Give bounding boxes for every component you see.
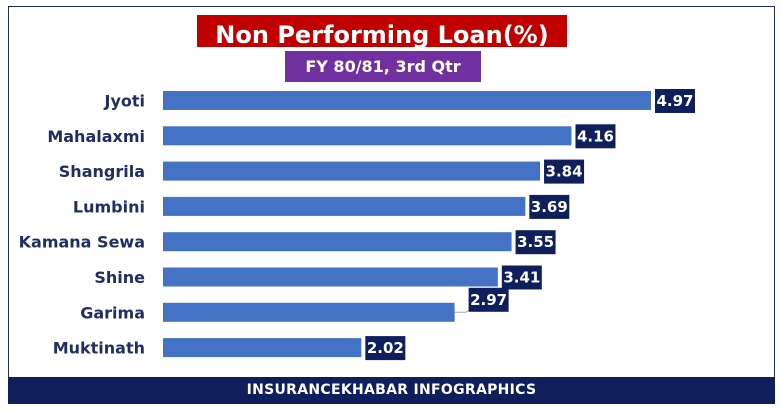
bar — [163, 91, 651, 110]
category-label: Kamana Sewa — [19, 233, 145, 252]
value-label: 3.41 — [503, 269, 540, 287]
bar — [163, 338, 362, 358]
value-label-box — [575, 124, 616, 149]
value-label-box — [544, 159, 585, 184]
chart-title: Non Performing Loan(%) — [197, 15, 567, 47]
bar — [163, 161, 541, 181]
value-label-box — [365, 336, 406, 361]
value-label-box — [515, 230, 556, 255]
chart-subtitle: FY 80/81, 3rd Qtr — [285, 51, 481, 82]
value-label: 2.02 — [367, 339, 404, 357]
value-label-box — [529, 194, 570, 219]
category-label: Garima — [80, 303, 145, 322]
category-label: Lumbini — [73, 197, 145, 216]
value-label: 4.16 — [577, 127, 614, 145]
bar — [163, 232, 512, 252]
value-label: 2.97 — [470, 291, 507, 309]
bar — [163, 126, 572, 146]
bar — [163, 267, 498, 287]
value-label-box — [655, 89, 695, 113]
footer-credit: INSURANCEKHABAR INFOGRAPHICS — [8, 377, 775, 404]
category-label: Shangrila — [59, 162, 145, 181]
value-label: 3.84 — [546, 163, 583, 181]
value-label: 3.69 — [531, 198, 568, 216]
category-label: Muktinath — [53, 339, 145, 358]
category-label: Shine — [94, 268, 145, 287]
value-label-box — [468, 287, 509, 312]
category-label: Mahalaxmi — [47, 127, 145, 146]
value-label: 3.55 — [517, 233, 554, 251]
value-label: 4.97 — [656, 92, 693, 110]
value-label-box — [501, 265, 542, 290]
bar — [163, 196, 526, 216]
bar — [163, 302, 455, 322]
category-label: Jyoti — [103, 92, 145, 111]
